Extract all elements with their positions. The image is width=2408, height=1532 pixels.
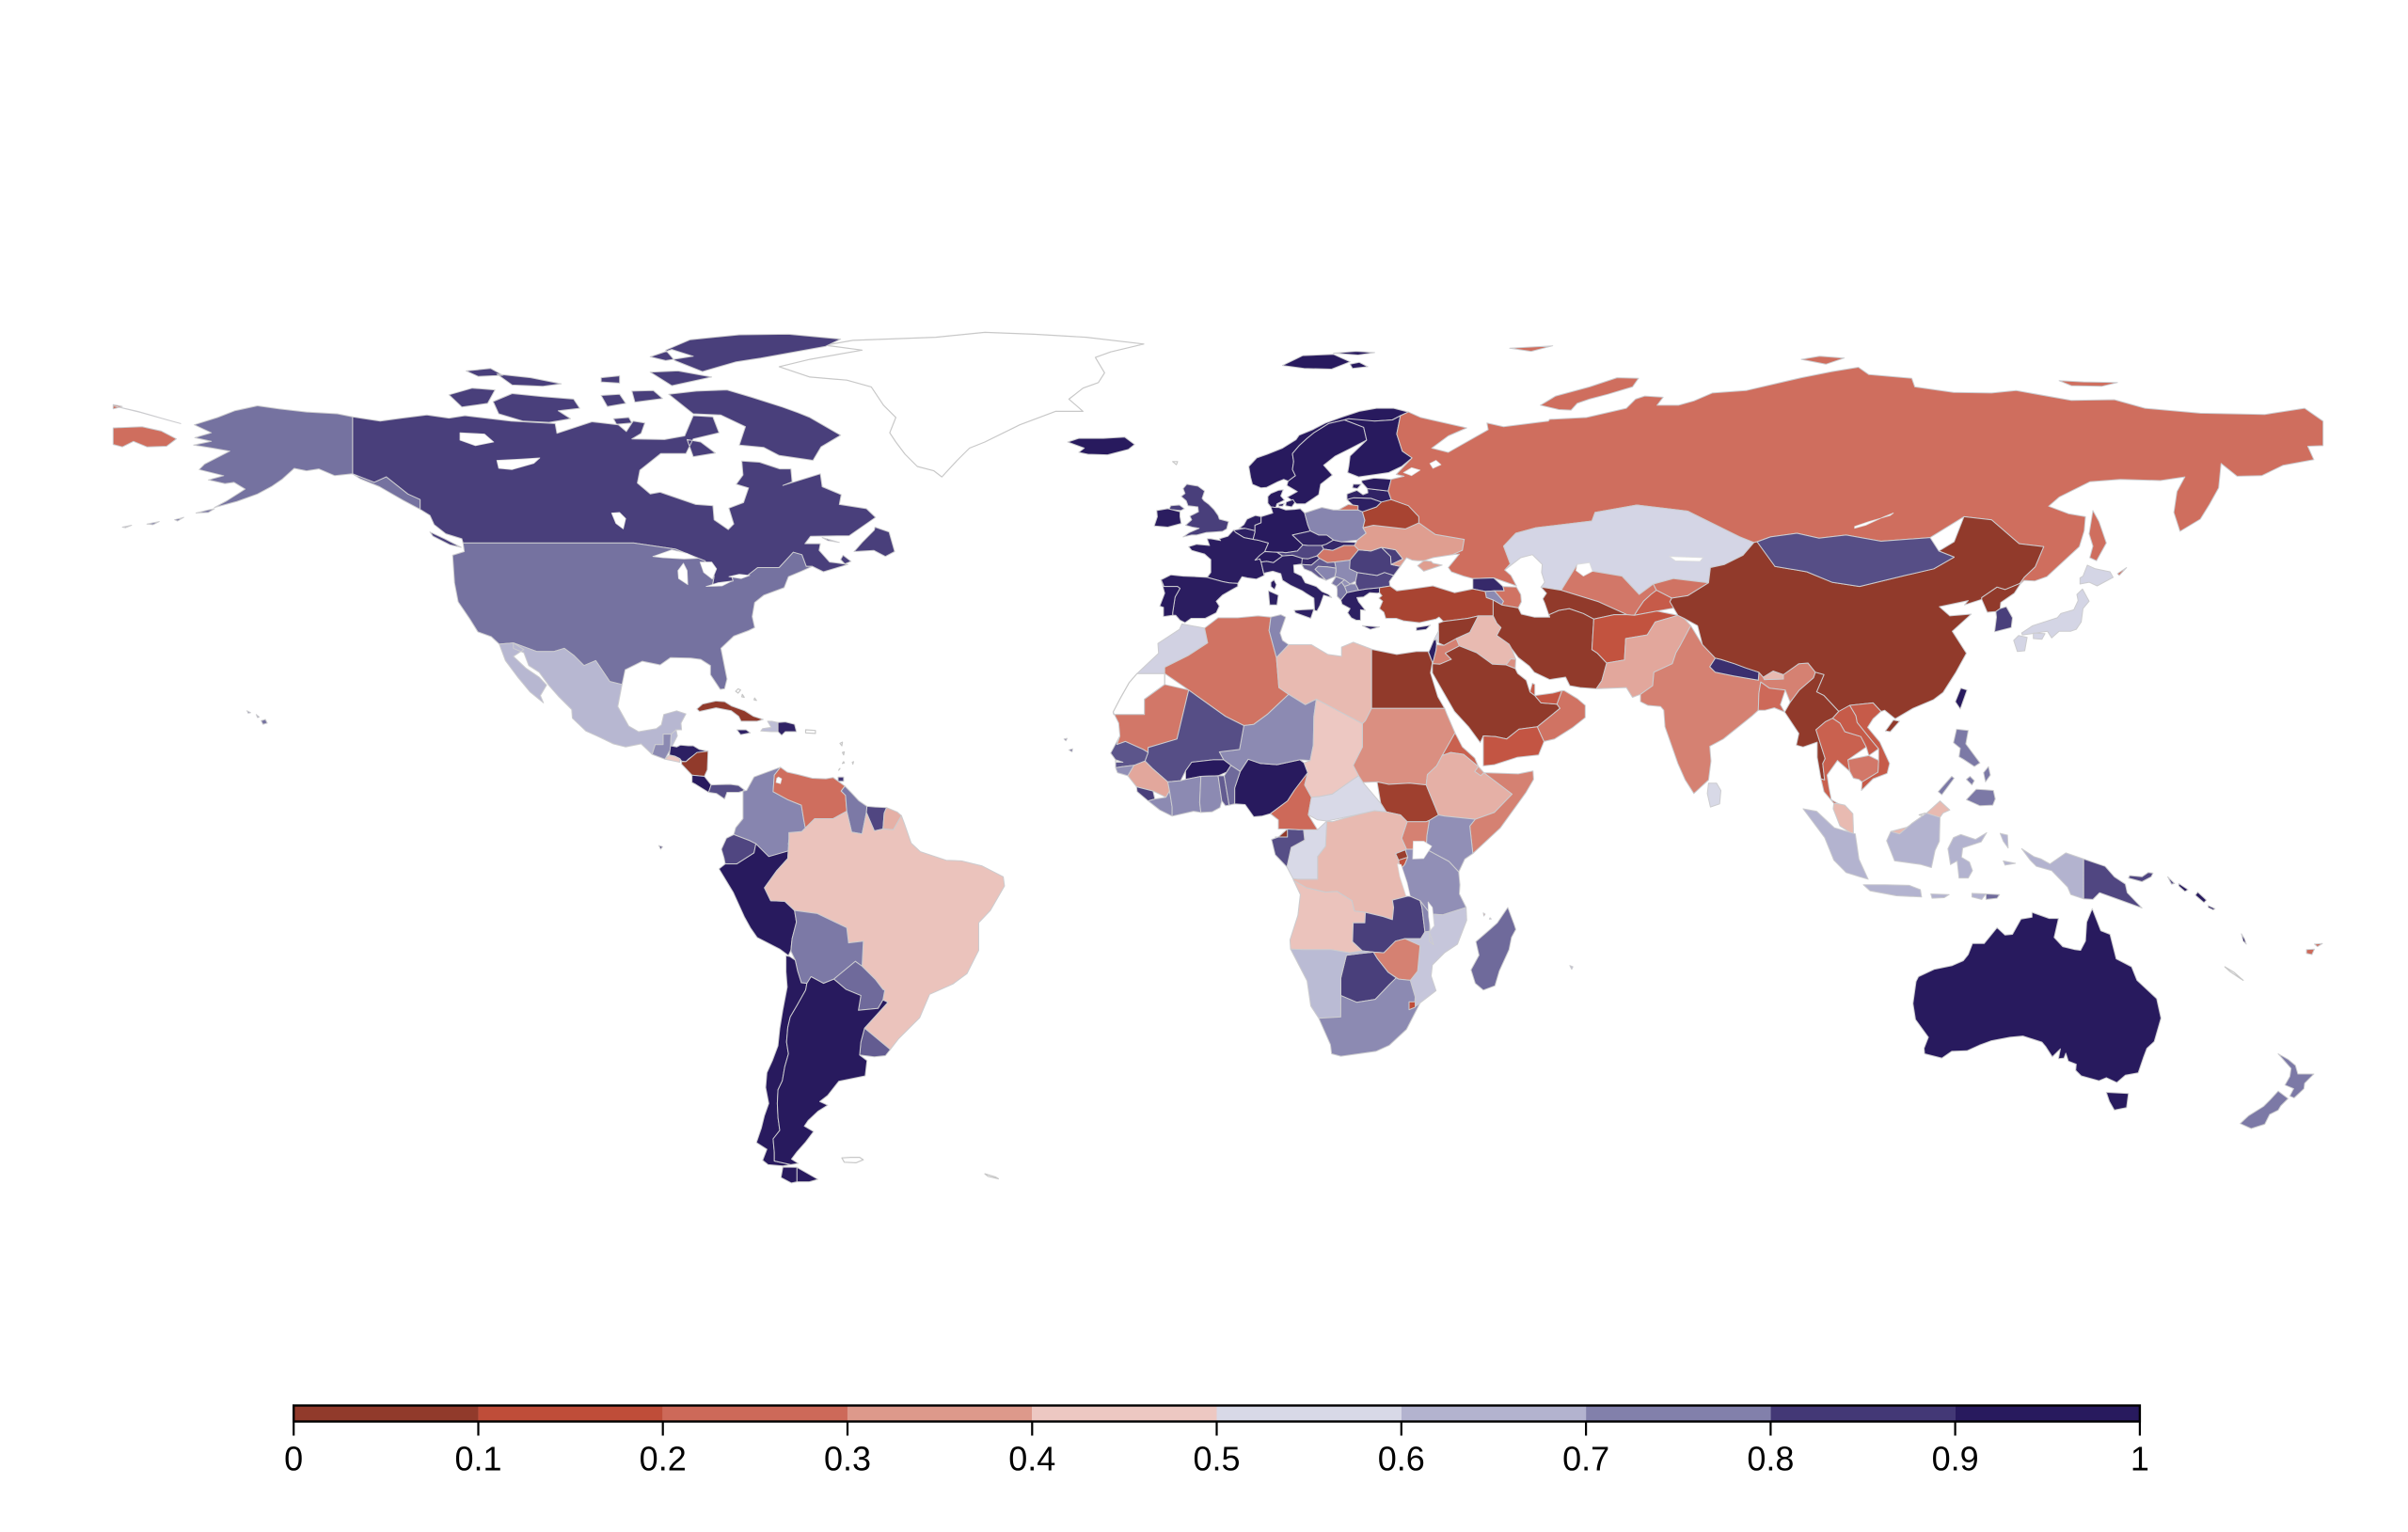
svg-text:0.2: 0.2 xyxy=(640,1440,687,1478)
svg-text:1: 1 xyxy=(2131,1440,2149,1478)
svg-text:0.8: 0.8 xyxy=(1747,1440,1794,1478)
svg-text:0.7: 0.7 xyxy=(1562,1440,1609,1478)
svg-text:0.6: 0.6 xyxy=(1378,1440,1425,1478)
svg-text:0.1: 0.1 xyxy=(454,1440,501,1478)
svg-text:0.9: 0.9 xyxy=(1932,1440,1979,1478)
svg-text:0.5: 0.5 xyxy=(1193,1440,1240,1478)
svg-text:0: 0 xyxy=(284,1440,303,1478)
svg-text:0.3: 0.3 xyxy=(824,1440,871,1478)
svg-text:0.4: 0.4 xyxy=(1008,1440,1055,1478)
